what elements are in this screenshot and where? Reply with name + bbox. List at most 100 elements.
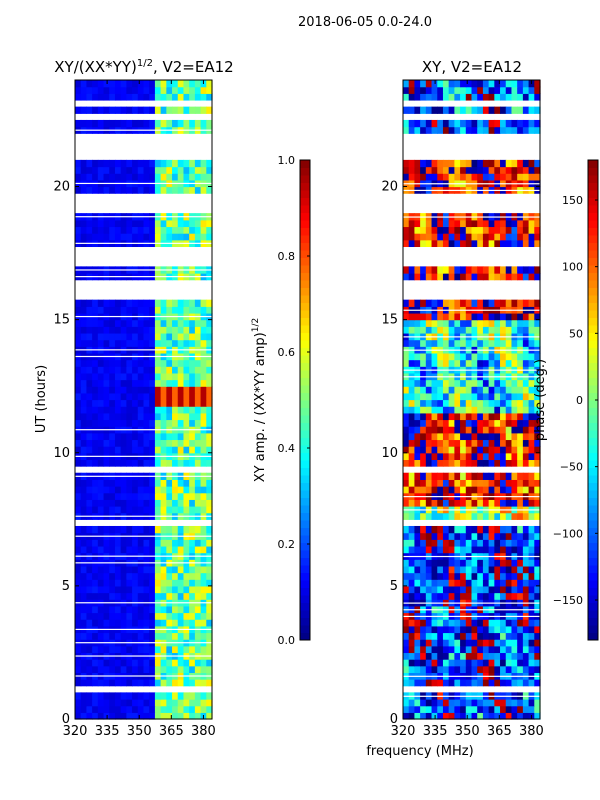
colorbar-swatch xyxy=(588,535,598,543)
left-panel: XY/(XX*YY)1/2, V2=EA12 320 335 350 365 380 0… xyxy=(34,58,234,739)
colorbar-swatch xyxy=(300,242,310,251)
right-colorbar: −150 −100 −50 0 50 100 150 phase (deg.) xyxy=(533,159,599,641)
left-colorbar-frame xyxy=(299,159,311,641)
colorbar-swatch xyxy=(300,542,310,551)
colorbar-swatch xyxy=(588,190,598,198)
colorbar-swatch xyxy=(300,467,310,476)
colorbar-swatch xyxy=(588,310,598,318)
colorbar-swatch xyxy=(588,377,598,386)
colorbar-tick-label: 150 xyxy=(562,194,583,207)
colorbar-swatch xyxy=(588,182,598,191)
colorbar-swatch xyxy=(588,317,598,326)
colorbar-swatch xyxy=(588,400,598,408)
colorbar-swatch xyxy=(300,227,310,236)
right-y-tick-label: 10 xyxy=(381,446,398,461)
right-plot-frame xyxy=(402,79,541,720)
colorbar-swatch xyxy=(588,505,598,513)
colorbar-swatch xyxy=(588,572,598,581)
colorbar-swatch xyxy=(300,430,310,438)
colorbar-swatch xyxy=(300,580,310,588)
right-y-tick-label: 20 xyxy=(381,180,398,195)
colorbar-swatch xyxy=(300,235,310,243)
colorbar-swatch xyxy=(588,392,598,401)
colorbar-swatch xyxy=(588,587,598,596)
colorbar-swatch xyxy=(300,362,310,371)
colorbar-swatch xyxy=(588,445,598,453)
left-x-tick-label: 350 xyxy=(127,724,152,739)
colorbar-swatch xyxy=(300,340,310,348)
colorbar-swatch xyxy=(588,242,598,251)
colorbar-swatch xyxy=(588,460,598,468)
right-heatmap xyxy=(403,80,541,720)
colorbar-swatch xyxy=(300,520,310,528)
right-y-tick-label: 5 xyxy=(390,579,398,594)
colorbar-swatch xyxy=(300,355,310,363)
right-y-tick-label: 0 xyxy=(390,712,398,727)
colorbar-swatch xyxy=(300,632,310,641)
left-x-tick-label: 335 xyxy=(95,724,120,739)
colorbar-swatch xyxy=(588,347,598,356)
colorbar-tick-label: −150 xyxy=(553,594,583,607)
colorbar-swatch xyxy=(588,452,598,461)
left-y-tick-label: 10 xyxy=(53,446,70,461)
right-x-tick-label: 380 xyxy=(519,724,544,739)
colorbar-swatch xyxy=(588,220,598,228)
colorbar-swatch xyxy=(588,205,598,213)
colorbar-swatch xyxy=(300,310,310,318)
colorbar-swatch xyxy=(588,250,598,258)
left-x-tick-label: 365 xyxy=(159,724,184,739)
colorbar-tick-label: −100 xyxy=(553,527,583,540)
colorbar-swatch xyxy=(300,182,310,191)
left-x-axis: 320 335 350 365 380 xyxy=(63,80,216,739)
colorbar-swatch xyxy=(300,452,310,461)
colorbar-swatch xyxy=(588,332,598,341)
colorbar-swatch xyxy=(300,250,310,258)
right-panel: XY, V2=EA12 320 335 350 365 380 0 5 10 15 20 xyxy=(381,58,543,739)
left-colorbar-label: XY amp. / (XX*YY amp)1/2 xyxy=(251,318,268,482)
colorbar-swatch xyxy=(300,205,310,213)
colorbar-swatch xyxy=(300,325,310,333)
left-x-tick-label: 380 xyxy=(191,724,216,739)
colorbar-swatch xyxy=(300,460,310,468)
right-x-tick-label: 335 xyxy=(423,724,448,739)
left-plot-frame xyxy=(74,79,213,720)
colorbar-tick-label: 0 xyxy=(576,394,583,407)
colorbar-swatch xyxy=(300,385,310,393)
colorbar-swatch xyxy=(588,167,598,176)
colorbar-swatch xyxy=(588,160,598,168)
colorbar-swatch xyxy=(300,272,310,281)
colorbar-swatch xyxy=(588,362,598,371)
colorbar-swatch xyxy=(300,377,310,386)
colorbar-tick-label: 0.4 xyxy=(278,442,296,455)
colorbar-swatch xyxy=(588,632,598,641)
colorbar-tick-label: 0.0 xyxy=(278,634,296,647)
left-y-tick-label: 0 xyxy=(62,712,70,727)
colorbar-swatch xyxy=(300,595,310,603)
colorbar-swatch xyxy=(300,302,310,311)
right-y-axis: 0 5 10 15 20 xyxy=(381,180,540,727)
colorbar-swatch xyxy=(300,392,310,401)
right-x-tick-label: 365 xyxy=(487,724,512,739)
colorbar-swatch xyxy=(588,550,598,558)
colorbar-swatch xyxy=(300,475,310,483)
colorbar-swatch xyxy=(588,482,598,491)
colorbar-swatch xyxy=(300,265,310,273)
right-colorbar-label: phase (deg.) xyxy=(533,359,548,441)
colorbar-swatch xyxy=(300,197,310,206)
colorbar-swatch xyxy=(300,295,310,303)
colorbar-swatch xyxy=(588,295,598,303)
colorbar-swatch xyxy=(300,160,310,168)
colorbar-swatch xyxy=(588,340,598,348)
colorbar-swatch xyxy=(300,587,310,596)
colorbar-swatch xyxy=(588,257,598,266)
colorbar-swatch xyxy=(588,565,598,573)
right-panel-title: XY, V2=EA12 xyxy=(422,58,522,76)
colorbar-swatch xyxy=(588,272,598,281)
left-x-tick-label: 320 xyxy=(63,724,88,739)
colorbar-swatch xyxy=(588,265,598,273)
right-x-tick-label: 350 xyxy=(455,724,480,739)
colorbar-swatch xyxy=(588,370,598,378)
colorbar-swatch xyxy=(588,520,598,528)
colorbar-swatch xyxy=(300,370,310,378)
